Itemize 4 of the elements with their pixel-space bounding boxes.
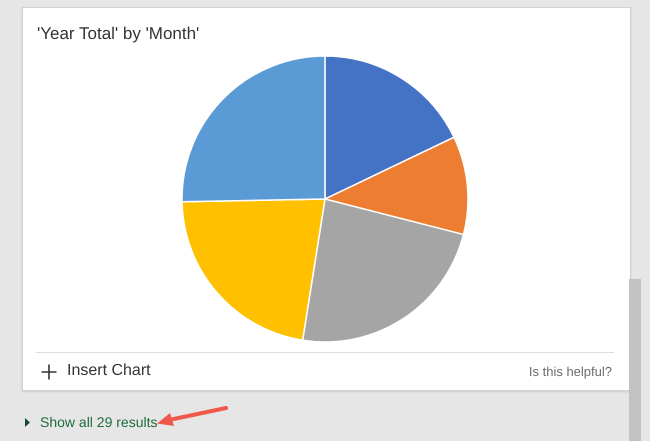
text: Insert Chart [67,362,151,380]
text: Is this helpful? [528,364,612,379]
text: Show all 29 results [40,414,158,430]
chart-title: 'Year Total' by 'Month' [37,24,200,44]
